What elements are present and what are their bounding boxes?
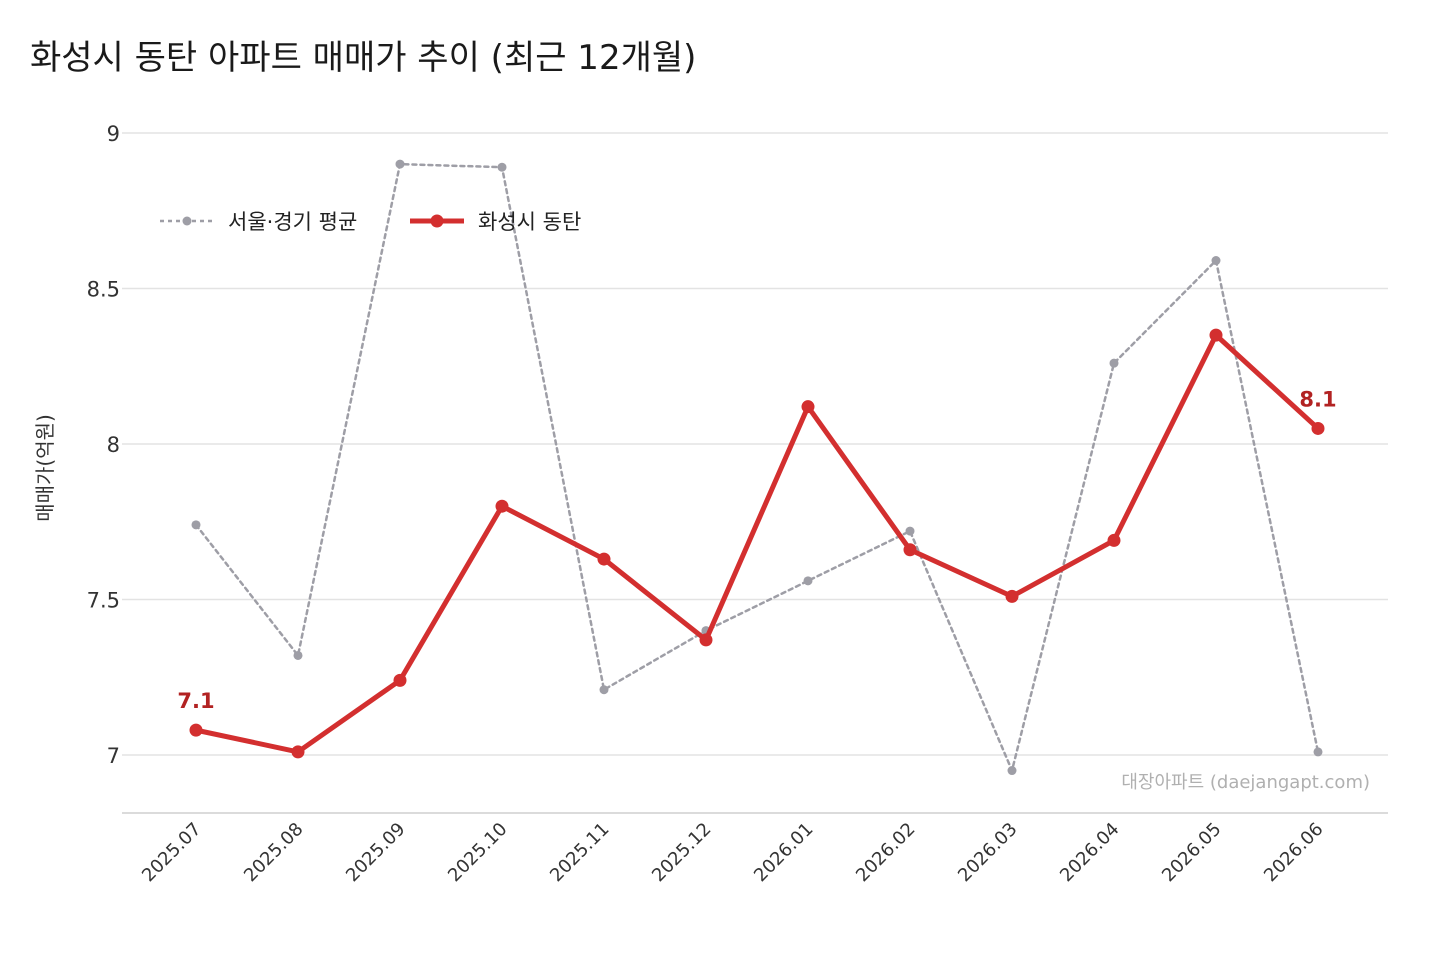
avg-data-point bbox=[803, 576, 813, 586]
legend-main-marker bbox=[430, 214, 444, 228]
x-tick-label: 2026.01 bbox=[750, 819, 817, 886]
main-data-point bbox=[1107, 533, 1121, 547]
avg-data-point bbox=[191, 520, 201, 530]
main-data-point bbox=[801, 400, 815, 414]
grid-lines bbox=[122, 132, 1388, 756]
x-tick-label: 2025.12 bbox=[648, 819, 715, 886]
y-axis-label: 매매가(억원) bbox=[33, 414, 57, 522]
watermark: 대장아파트 (daejangapt.com) bbox=[1121, 772, 1370, 793]
legend: 서울·경기 평균 화성시 동탄 bbox=[160, 210, 581, 234]
y-tick-label: 7 bbox=[107, 744, 120, 768]
avg-data-point bbox=[497, 162, 507, 172]
main-data-point bbox=[597, 552, 611, 566]
x-tick-label: 2026.03 bbox=[954, 819, 1021, 886]
y-tick-label: 9 bbox=[107, 122, 120, 146]
data-label: 7.1 bbox=[177, 689, 214, 713]
avg-data-point bbox=[1007, 766, 1017, 776]
x-tick-label: 2026.06 bbox=[1260, 819, 1327, 886]
y-axis-ticks: 7 7.5 8 8.5 9 bbox=[87, 122, 120, 768]
legend-avg-marker bbox=[182, 216, 192, 226]
x-tick-label: 2025.08 bbox=[240, 819, 307, 886]
x-tick-label: 2025.07 bbox=[138, 819, 205, 886]
main-data-point bbox=[291, 745, 305, 759]
x-tick-label: 2026.02 bbox=[852, 819, 919, 886]
legend-main-label: 화성시 동탄 bbox=[478, 210, 581, 234]
y-tick-label: 7.5 bbox=[87, 589, 120, 613]
main-data-point bbox=[699, 633, 713, 647]
y-tick-label: 8 bbox=[107, 433, 120, 457]
avg-data-point bbox=[1109, 358, 1119, 368]
avg-data-point bbox=[905, 526, 915, 536]
main-data-point bbox=[903, 543, 917, 557]
x-axis-ticks: 2025.07 2025.08 2025.09 2025.10 2025.11 2025.… bbox=[138, 819, 1327, 886]
main-data-point bbox=[1209, 328, 1223, 342]
avg-series-line bbox=[194, 162, 1320, 772]
main-data-point bbox=[393, 673, 407, 687]
x-tick-label: 2026.05 bbox=[1158, 819, 1225, 886]
avg-data-point bbox=[395, 159, 405, 169]
main-data-point bbox=[1311, 421, 1325, 435]
data-labels: 7.1 8.1 bbox=[177, 387, 1336, 713]
series-hwaseong-dongtan bbox=[189, 328, 1325, 759]
series-seoul-gyeonggi-avg bbox=[191, 159, 1323, 776]
y-tick-label: 8.5 bbox=[87, 278, 120, 302]
x-tick-label: 2026.04 bbox=[1056, 819, 1123, 886]
x-tick-label: 2025.10 bbox=[444, 819, 511, 886]
avg-data-point bbox=[293, 650, 303, 660]
main-data-point bbox=[1005, 589, 1019, 603]
data-label: 8.1 bbox=[1299, 387, 1336, 411]
avg-data-point bbox=[599, 685, 609, 695]
main-data-point bbox=[189, 723, 203, 737]
avg-data-point bbox=[1211, 256, 1221, 266]
x-tick-label: 2025.09 bbox=[342, 819, 409, 886]
chart-title: 화성시 동탄 아파트 매매가 추이 (최근 12개월) bbox=[30, 38, 697, 78]
main-data-point bbox=[495, 499, 509, 513]
main-series-line bbox=[193, 332, 1321, 755]
legend-avg-label: 서울·경기 평균 bbox=[228, 210, 357, 234]
x-tick-label: 2025.11 bbox=[546, 819, 613, 886]
avg-data-point bbox=[1313, 747, 1323, 757]
